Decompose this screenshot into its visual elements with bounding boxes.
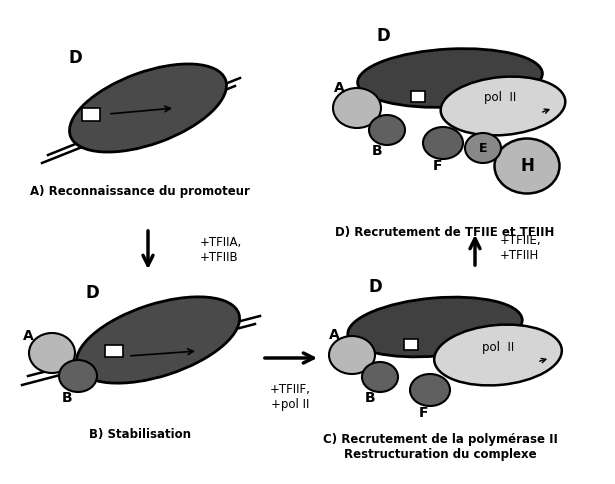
Text: B) Stabilisation: B) Stabilisation <box>89 428 191 441</box>
Text: H: H <box>520 157 534 175</box>
Text: D: D <box>376 27 390 45</box>
Text: B: B <box>365 391 375 405</box>
Text: E: E <box>478 141 487 154</box>
Ellipse shape <box>369 115 405 145</box>
Ellipse shape <box>362 362 398 392</box>
Ellipse shape <box>465 133 501 163</box>
Text: pol  II: pol II <box>482 341 514 353</box>
Ellipse shape <box>348 297 522 357</box>
Bar <box>411 91 425 102</box>
Text: F: F <box>432 159 442 173</box>
FancyBboxPatch shape <box>82 108 100 121</box>
Ellipse shape <box>69 64 226 152</box>
Text: D: D <box>368 278 382 296</box>
Ellipse shape <box>494 138 560 194</box>
Ellipse shape <box>76 297 240 383</box>
Text: B: B <box>371 144 383 158</box>
Text: A: A <box>333 81 344 95</box>
Ellipse shape <box>423 127 463 159</box>
Text: pol  II: pol II <box>484 91 516 105</box>
Text: B: B <box>62 391 73 405</box>
Text: D: D <box>68 49 82 67</box>
Text: F: F <box>419 406 429 420</box>
Text: D) Recrutement de TFIIE et TFIIH: D) Recrutement de TFIIE et TFIIH <box>335 226 555 239</box>
Text: D: D <box>85 284 99 302</box>
Ellipse shape <box>29 333 75 373</box>
Ellipse shape <box>59 360 97 392</box>
Text: A: A <box>23 329 33 343</box>
Text: +TFIIE,
+TFIIH: +TFIIE, +TFIIH <box>500 234 542 262</box>
Text: A: A <box>328 328 339 342</box>
Text: +TFIIF,
+pol II: +TFIIF, +pol II <box>269 383 311 411</box>
Bar <box>404 339 418 350</box>
Text: +TFIIA,
+TFIIB: +TFIIA, +TFIIB <box>200 236 242 264</box>
Text: A) Reconnaissance du promoteur: A) Reconnaissance du promoteur <box>30 185 250 198</box>
Ellipse shape <box>333 88 381 128</box>
Ellipse shape <box>410 374 450 406</box>
Bar <box>105 345 123 357</box>
Ellipse shape <box>441 76 565 136</box>
Ellipse shape <box>357 48 542 107</box>
Ellipse shape <box>434 325 562 385</box>
Ellipse shape <box>329 336 375 374</box>
Text: C) Recrutement de la polymérase II
Restructuration du complexe: C) Recrutement de la polymérase II Restr… <box>322 433 557 461</box>
